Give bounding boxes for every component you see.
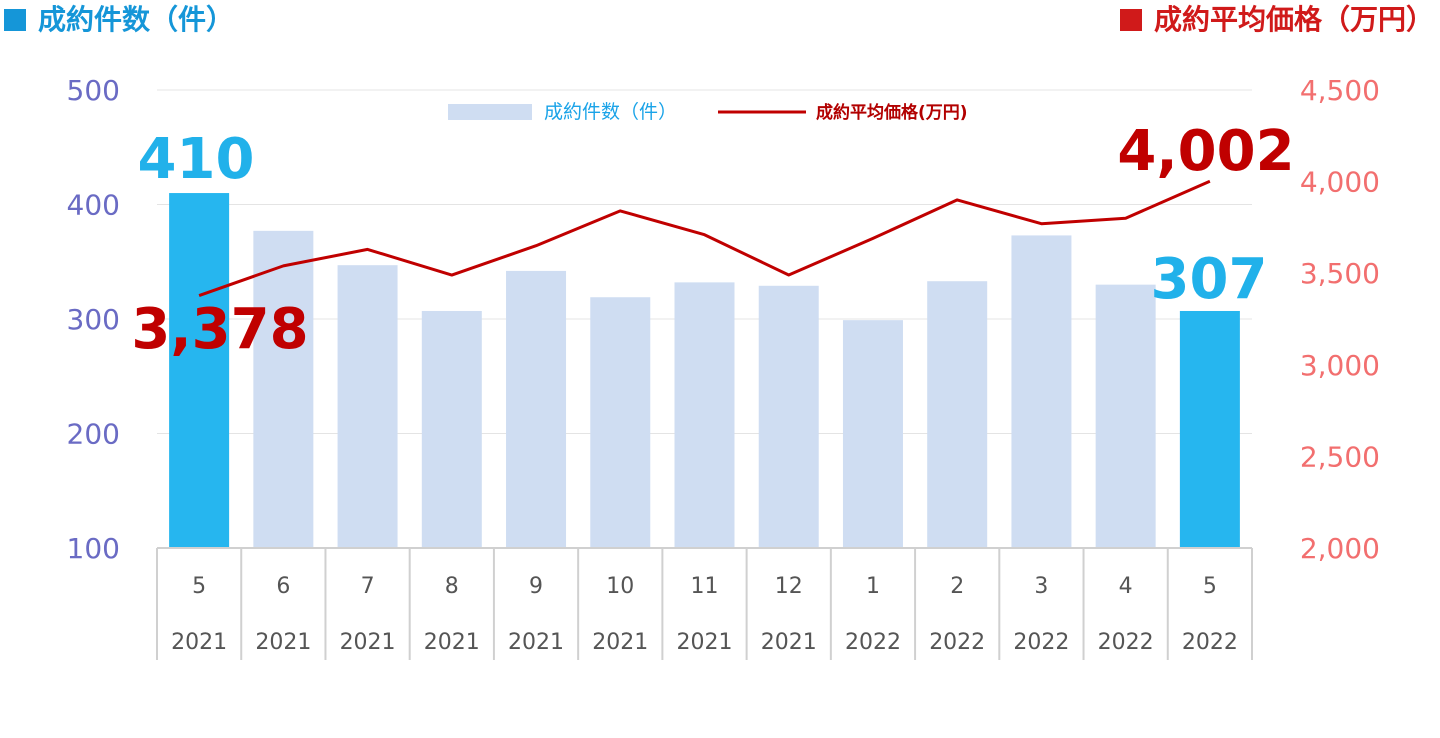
bar-series <box>169 193 1240 549</box>
category-year-label: 2021 <box>592 630 648 655</box>
bar <box>421 310 482 548</box>
category-year-label: 2021 <box>255 630 311 655</box>
bar <box>253 230 314 548</box>
bar <box>927 281 988 548</box>
category-year-label: 2021 <box>340 630 396 655</box>
category-month-label: 8 <box>445 574 459 599</box>
category-year-label: 2022 <box>929 630 985 655</box>
left-axis-title: 成約件数（件） <box>4 2 234 38</box>
bar <box>1179 310 1240 548</box>
category-month-label: 6 <box>276 574 290 599</box>
category-month-label: 7 <box>361 574 375 599</box>
category-month-label: 4 <box>1119 574 1133 599</box>
category-month-label: 11 <box>691 574 719 599</box>
category-year-label: 2022 <box>1182 630 1238 655</box>
legend-bar-label: 成約件数（件） <box>544 101 677 123</box>
category-year-label: 2022 <box>1013 630 1069 655</box>
category-month-label: 5 <box>1203 574 1217 599</box>
bar <box>674 282 735 548</box>
bar <box>506 270 567 548</box>
category-year-label: 2021 <box>171 630 227 655</box>
first-bar-value-label: 410 <box>138 127 255 192</box>
bar <box>1095 284 1156 548</box>
bar <box>842 320 903 548</box>
legend-bar-swatch <box>448 104 532 120</box>
bar <box>337 265 398 548</box>
category-month-label: 2 <box>950 574 964 599</box>
right-axis-title: 成約平均価格（万円） <box>1119 2 1434 38</box>
category-month-label: 3 <box>1034 574 1048 599</box>
last-price-value-label: 4,002 <box>1117 119 1294 184</box>
category-year-label: 2022 <box>1098 630 1154 655</box>
left-tick-label: 100 <box>67 532 120 565</box>
left-tick-label: 300 <box>67 303 120 336</box>
right-tick-label: 3,000 <box>1300 349 1380 382</box>
left-tick-label: 400 <box>67 189 120 222</box>
left-axis-ticks: 100 200 300 400 500 <box>67 74 120 565</box>
left-tick-label: 200 <box>67 418 120 451</box>
right-tick-label: 2,500 <box>1300 440 1380 473</box>
category-year-label: 2021 <box>761 630 817 655</box>
category-month-label: 1 <box>866 574 880 599</box>
category-month-label: 5 <box>192 574 206 599</box>
category-labels: 5202162021720218202192021102021112021122… <box>171 574 1238 655</box>
category-year-label: 2021 <box>677 630 733 655</box>
right-axis-ticks: 2,000 2,500 3,000 3,500 4,000 4,500 <box>1300 74 1380 565</box>
legend-line-label: 成約平均価格(万円) <box>816 102 968 123</box>
left-axis-title-text: 成約件数（件） <box>38 3 235 36</box>
category-year-label: 2021 <box>508 630 564 655</box>
category-year-label: 2022 <box>845 630 901 655</box>
line-series-square-icon <box>1119 9 1142 31</box>
left-tick-label: 500 <box>67 74 120 107</box>
line-series <box>198 179 1211 297</box>
legend: 成約件数（件） 成約平均価格(万円) <box>448 101 968 123</box>
last-bar-value-label: 307 <box>1151 247 1268 312</box>
axes <box>156 547 1253 660</box>
right-tick-label: 2,000 <box>1300 532 1380 565</box>
right-axis-title-text: 成約平均価格（万円） <box>1153 3 1434 36</box>
category-month-label: 9 <box>529 574 543 599</box>
bar <box>758 285 819 548</box>
category-month-label: 12 <box>775 574 803 599</box>
category-month-label: 10 <box>606 574 634 599</box>
bar <box>590 297 651 548</box>
right-tick-label: 4,000 <box>1300 166 1380 199</box>
bar-series-square-icon <box>4 9 26 31</box>
right-tick-label: 3,500 <box>1300 257 1380 290</box>
right-tick-label: 4,500 <box>1300 74 1380 107</box>
first-price-value-label: 3,378 <box>131 297 308 362</box>
bar <box>169 193 230 549</box>
bar <box>1011 235 1072 549</box>
category-year-label: 2021 <box>424 630 480 655</box>
